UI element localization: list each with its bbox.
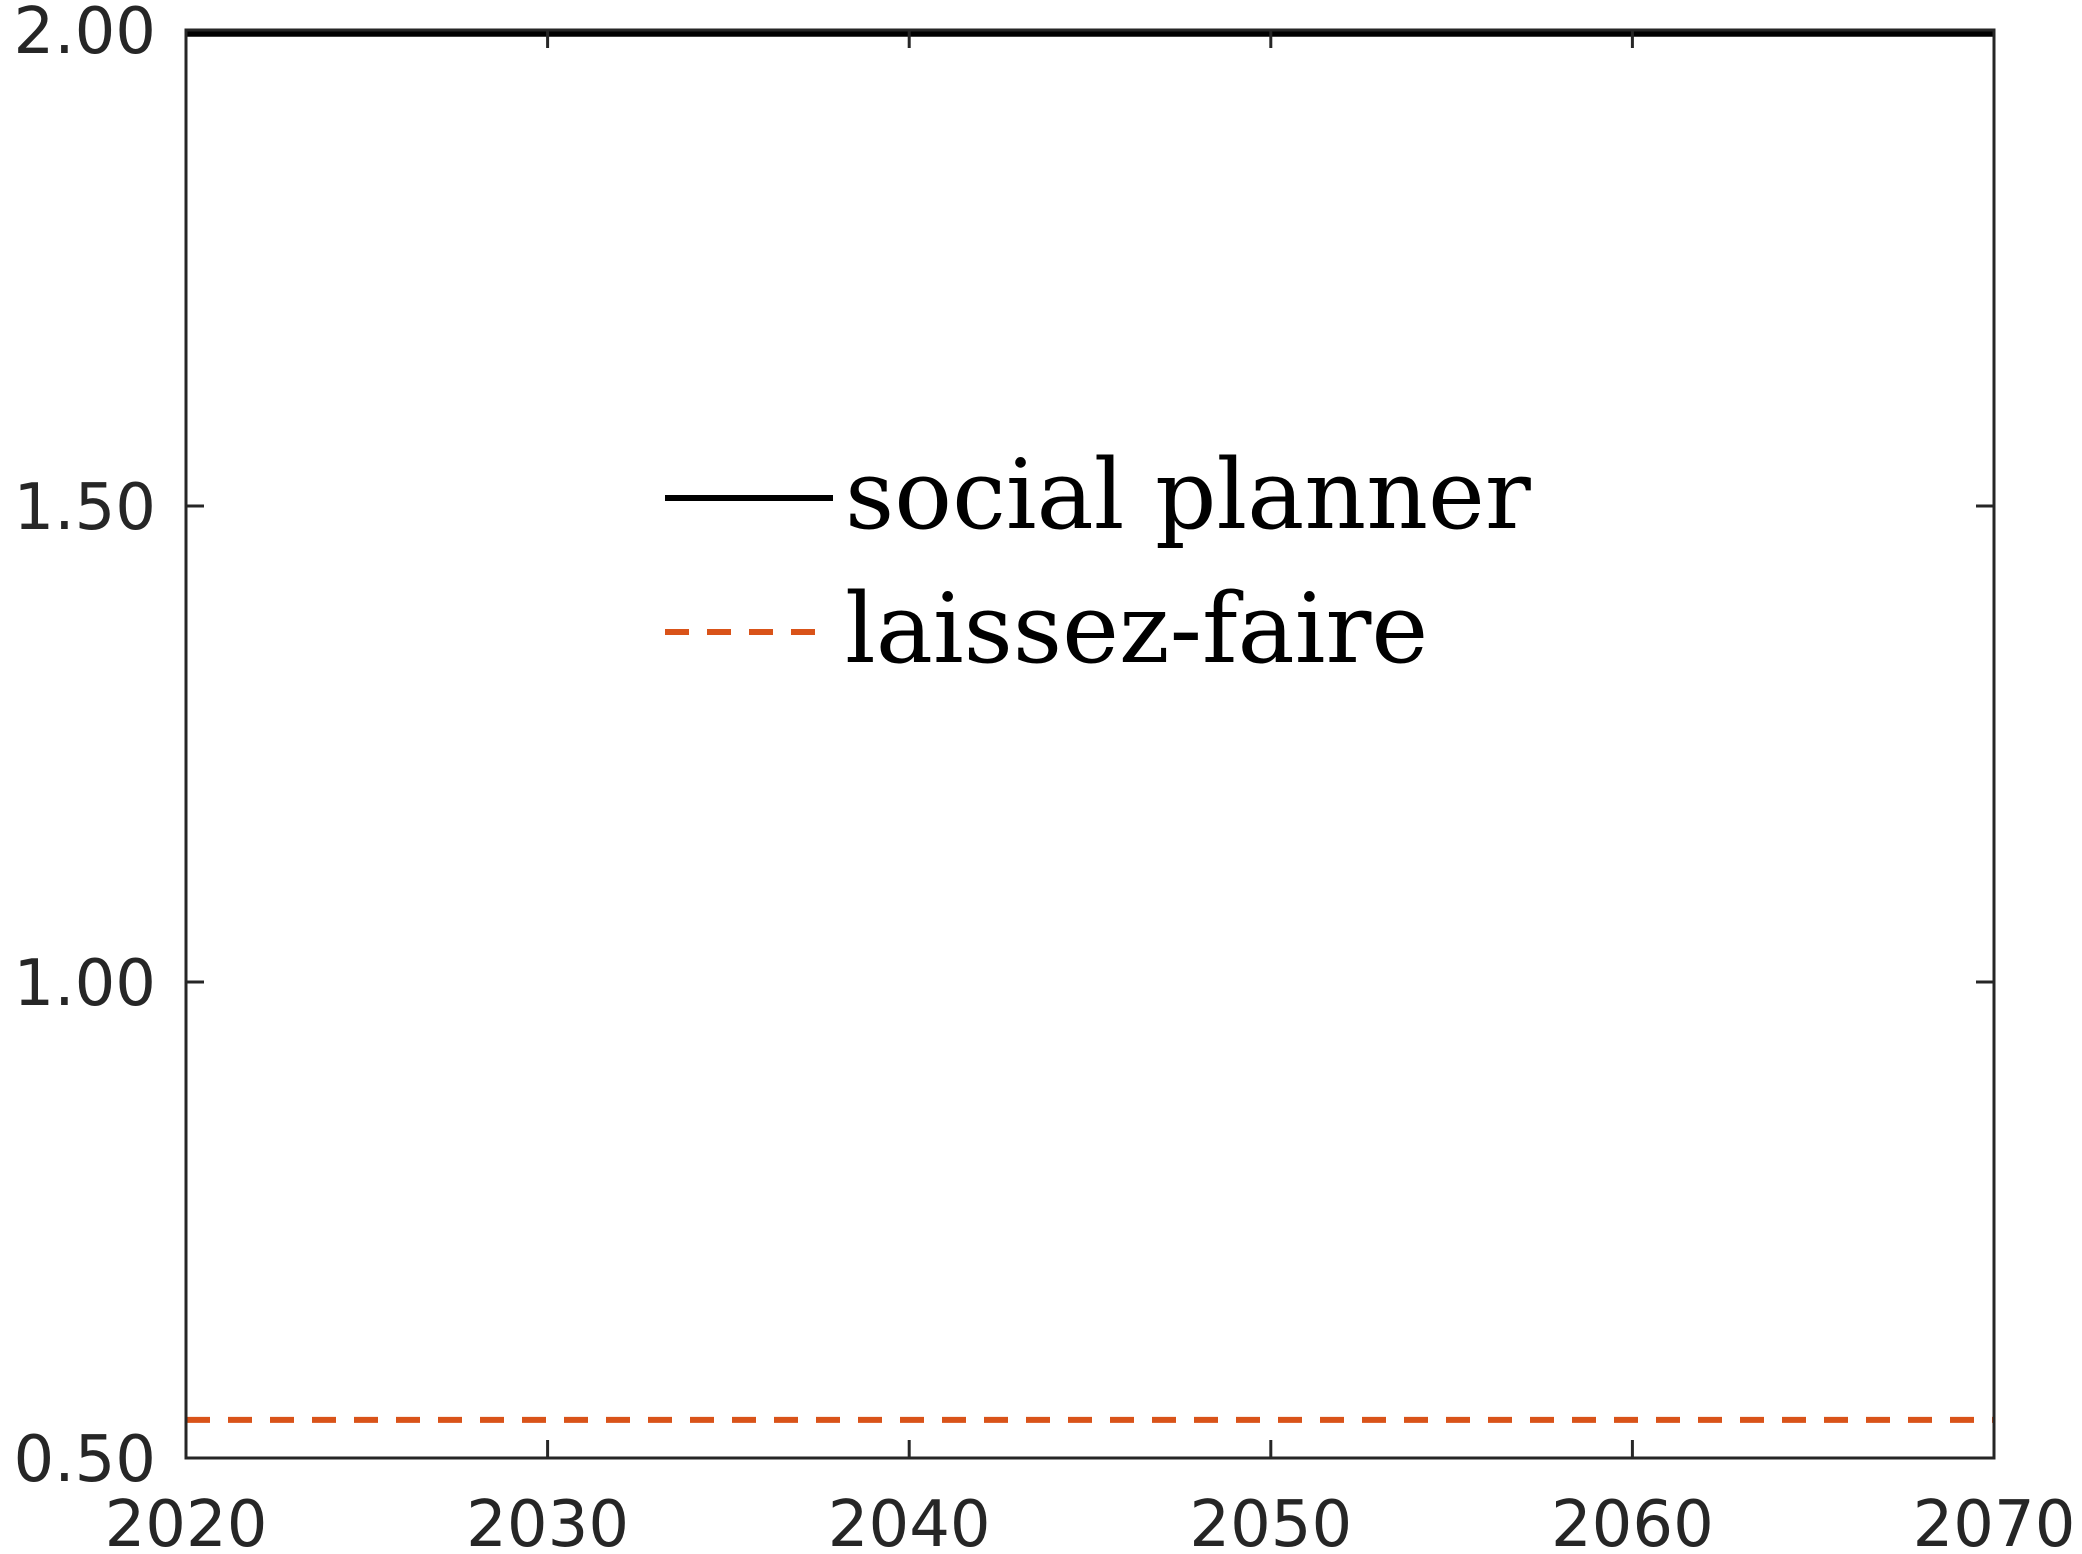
y-tick-label: 1.00 <box>14 947 157 1021</box>
y-tick-label: 2.00 <box>14 0 157 69</box>
x-tick-label: 2050 <box>1189 1488 1352 1554</box>
y-tick-label: 1.50 <box>14 471 157 545</box>
x-tick-label: 2040 <box>828 1488 991 1554</box>
x-tick-label: 2030 <box>466 1488 629 1554</box>
y-tick-label: 0.50 <box>14 1423 157 1497</box>
axes-box <box>184 28 1996 1460</box>
x-tick-label: 2060 <box>1551 1488 1714 1554</box>
legend-label-laissez-faire: laissez-faire <box>845 573 1428 685</box>
legend-label-social-planner: social planner <box>845 439 1531 551</box>
x-tick-label: 2020 <box>105 1488 268 1554</box>
legend: social planner laissez-faire <box>665 439 1531 685</box>
x-tick-label: 2070 <box>1913 1488 2076 1554</box>
series-layer <box>186 30 1994 1423</box>
tick-layer: 2020 2030 2040 2050 2060 2070 0.50 1.00 1.50 2.00 <box>14 0 2076 1554</box>
